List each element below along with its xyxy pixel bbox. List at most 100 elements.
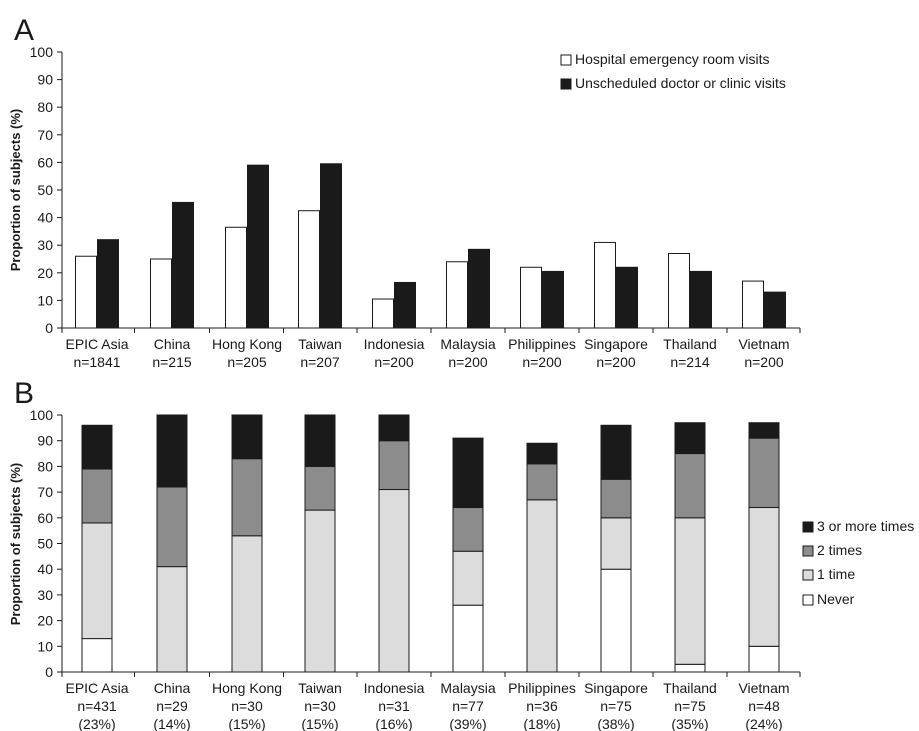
x-tick-label: Taiwan [298, 336, 342, 352]
x-tick-sublabel: n=200 [522, 354, 562, 370]
bar-segment-1-time [674, 517, 706, 665]
bar-unscheduled-visit [542, 270, 564, 329]
y-tick-label: 70 [37, 127, 53, 143]
x-tick-sublabel: n=31 [378, 698, 410, 714]
x-tick-percent-label: (39%) [449, 716, 486, 731]
bar-hospital-er [150, 258, 172, 329]
y-tick-label: 70 [37, 484, 53, 500]
x-tick-label: Singapore [584, 336, 648, 352]
bar-segment-2-times [378, 440, 410, 491]
x-tick-sublabel: n=207 [300, 354, 340, 370]
x-tick-sublabel: n=431 [77, 698, 117, 714]
bar-segment-never [81, 638, 113, 673]
bar-segment-3-or-more-times [452, 437, 484, 509]
y-tick-label: 80 [37, 458, 53, 474]
y-tick-label: 20 [37, 265, 53, 281]
bar-unscheduled-visit [616, 266, 638, 329]
x-tick-sublabel: n=200 [448, 354, 488, 370]
bar-segment-2-times [304, 465, 336, 511]
bar-segment-1-time [748, 507, 780, 647]
legend-label: Unscheduled doctor or clinic visits [575, 75, 786, 91]
x-tick-label: EPIC Asia [65, 680, 128, 696]
bar-segment-2-times [452, 507, 484, 552]
bar-hospital-er [742, 280, 764, 329]
y-tick-label: 0 [45, 664, 53, 680]
bar-segment-3-or-more-times [231, 414, 263, 460]
x-tick-sublabel: n=48 [748, 698, 780, 714]
x-tick-label: China [154, 680, 191, 696]
y-tick-label: 10 [37, 638, 53, 654]
x-tick-label: Malaysia [440, 336, 495, 352]
x-tick-label: EPIC Asia [65, 336, 128, 352]
x-tick-label: Hong Kong [212, 336, 282, 352]
bar-hospital-er [372, 298, 394, 329]
bar-unscheduled-visit [320, 163, 342, 329]
bar-hospital-er [225, 226, 247, 329]
bar-segment-3-or-more-times [526, 442, 558, 465]
bar-hospital-er [446, 261, 468, 329]
x-tick-sublabel: n=30 [304, 698, 336, 714]
bar-segment-3-or-more-times [81, 424, 113, 470]
x-tick-percent-label: (15%) [301, 716, 338, 731]
x-tick-label: China [154, 336, 191, 352]
bar-segment-never [600, 568, 632, 673]
bar-hospital-er [75, 255, 97, 329]
bar-segment-1-time [304, 509, 336, 673]
bar-segment-3-or-more-times [600, 424, 632, 480]
x-tick-percent-label: (15%) [228, 716, 265, 731]
x-tick-percent-label: (24%) [745, 716, 782, 731]
x-tick-sublabel: n=215 [152, 354, 192, 370]
bar-segment-1-time [526, 499, 558, 673]
bar-hospital-er [594, 241, 616, 329]
x-tick-sublabel: n=30 [231, 698, 263, 714]
bar-hospital-er [298, 210, 320, 329]
legend-swatch [802, 521, 814, 533]
y-tick-label: 30 [37, 587, 53, 603]
bar-segment-3-or-more-times [748, 422, 780, 439]
bar-segment-3-or-more-times [674, 422, 706, 455]
x-tick-sublabel: n=200 [374, 354, 414, 370]
bar-segment-1-time [81, 522, 113, 640]
x-tick-sublabel: n=200 [596, 354, 636, 370]
y-axis-label: Proportion of subjects (%) [8, 463, 23, 626]
legend-label: 2 times [817, 542, 862, 558]
y-tick-label: 20 [37, 613, 53, 629]
bar-segment-2-times [156, 486, 188, 568]
panel-a: A 0 10 20 30 40 50 60 70 80 90 100 Proportion of sub… [8, 14, 801, 370]
x-tick-label: Indonesia [364, 680, 425, 696]
y-tick-label: 90 [37, 433, 53, 449]
bar-segment-1-time [231, 535, 263, 673]
bar-unscheduled-visit [97, 239, 119, 329]
legend-swatch [802, 545, 814, 557]
x-tick-label: Thailand [663, 336, 717, 352]
panel-b: B 0 10 20 30 40 50 60 70 80 90 100 Proportion of sub… [8, 377, 914, 731]
x-tick-label: Taiwan [298, 680, 342, 696]
bar-unscheduled-visit [394, 281, 416, 329]
bar-hospital-er [520, 266, 542, 329]
legend-label: 1 time [817, 566, 855, 582]
x-tick-sublabel: n=1841 [73, 354, 120, 370]
bar-segment-2-times [748, 437, 780, 509]
legend-label: Hospital emergency room visits [575, 51, 770, 67]
x-tick-sublabel: n=36 [526, 698, 558, 714]
y-tick-label: 50 [37, 536, 53, 552]
x-tick-label: Hong Kong [212, 680, 282, 696]
legend-label: Never [817, 591, 855, 607]
x-tick-label: Vietnam [738, 680, 789, 696]
bar-segment-2-times [526, 463, 558, 501]
y-tick-label: 90 [37, 72, 53, 88]
x-tick-label: Malaysia [440, 680, 495, 696]
legend-label: 3 or more times [817, 518, 914, 534]
bar-segment-3-or-more-times [156, 414, 188, 488]
bar-segment-1-time [600, 517, 632, 570]
bar-segment-1-time [156, 566, 188, 673]
y-axis-label: Proportion of subjects (%) [8, 109, 23, 272]
x-tick-label: Singapore [584, 680, 648, 696]
x-tick-percent-label: (38%) [597, 716, 634, 731]
bar-segment-2-times [600, 478, 632, 519]
x-tick-label: Philippines [508, 680, 576, 696]
bar-hospital-er [668, 252, 690, 329]
bar-segment-3-or-more-times [378, 414, 410, 442]
x-tick-label: Indonesia [364, 336, 425, 352]
bar-unscheduled-visit [690, 270, 712, 329]
